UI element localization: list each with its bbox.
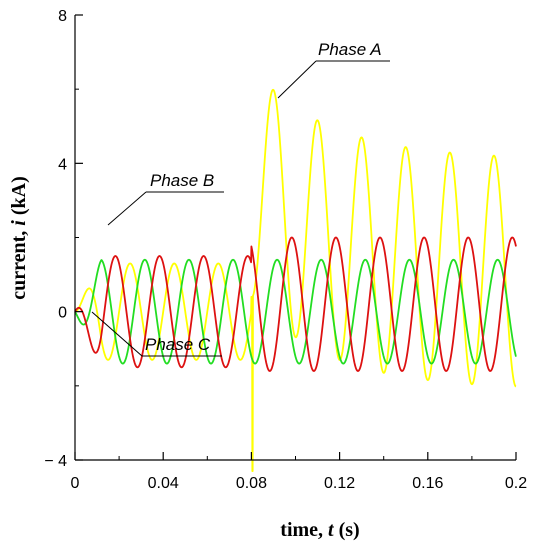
y-axis-title: current, i (kA) [8,176,30,300]
plot-area [74,88,517,473]
x-tick-label: 0.08 [236,475,267,492]
annotations: Phase A Phase B Phase C [91,40,390,357]
series-line-phase-b [74,258,517,365]
annotation-label-phase-c: Phase C [145,335,211,354]
x-tick-label: 0 [71,475,80,492]
axes [74,14,517,461]
annotation-leader-phase-c [91,311,143,357]
x-tick-label: 0.12 [324,475,355,492]
series-line-phase-c [74,236,517,372]
annotation-label-phase-a: Phase A [318,40,382,59]
y-tick-label: 8 [58,8,67,25]
y-tick-label: 4 [58,156,67,173]
series-line-phase-a [74,88,517,473]
x-axis-title: time, t (s) [280,519,359,541]
annotation-leader-phase-a [277,60,317,99]
annotation-label-phase-b: Phase B [150,171,214,190]
annotation-leader-phase-b [107,191,147,226]
y-tick-label: − 4 [44,453,67,470]
x-tick-label: 0.04 [148,475,179,492]
x-tick-label: 0.16 [412,475,443,492]
x-tick-label: 0.2 [505,475,527,492]
y-tick-label: 0 [58,305,67,322]
